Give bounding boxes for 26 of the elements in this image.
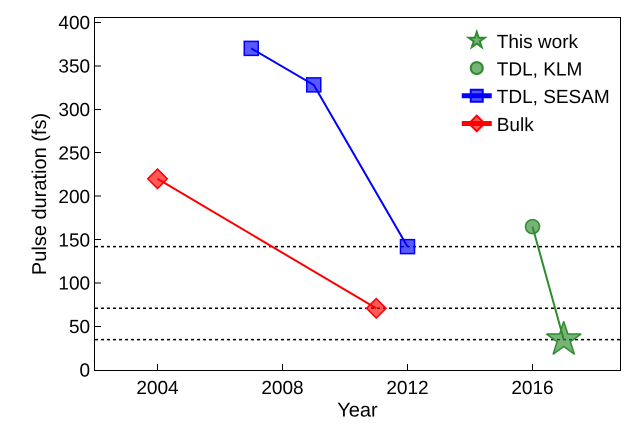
point [524,218,540,234]
legend-label: TDL, KLM [496,59,582,80]
x-tick-label: 2004 [136,378,180,399]
point [366,298,387,319]
point [306,77,322,93]
x-tick-label: 2016 [511,378,554,399]
y-tick-label: 250 [58,143,90,164]
point [546,320,582,356]
y-tick-label: 400 [58,13,90,34]
x-tick-label: 2008 [261,378,304,399]
legend-label: Bulk [496,114,534,136]
y-tick-label: 0 [80,360,90,382]
point [400,238,416,254]
y-tick-label: 150 [58,230,90,252]
legend-label: This work [496,32,579,53]
x-tick-label: 2012 [386,378,429,399]
y-tick-label: 350 [58,56,90,78]
point [147,168,168,190]
x-axis-title: Year [337,399,378,422]
y-tick-label: 200 [58,186,90,208]
y-tick-label: 50 [68,317,90,338]
point [244,40,259,56]
y-axis-title: Pulse duration (fs) [28,112,51,276]
y-tick-label: 100 [58,274,90,295]
legend-label: TDL, SESAM [496,87,610,108]
y-tick-label: 300 [58,100,90,121]
